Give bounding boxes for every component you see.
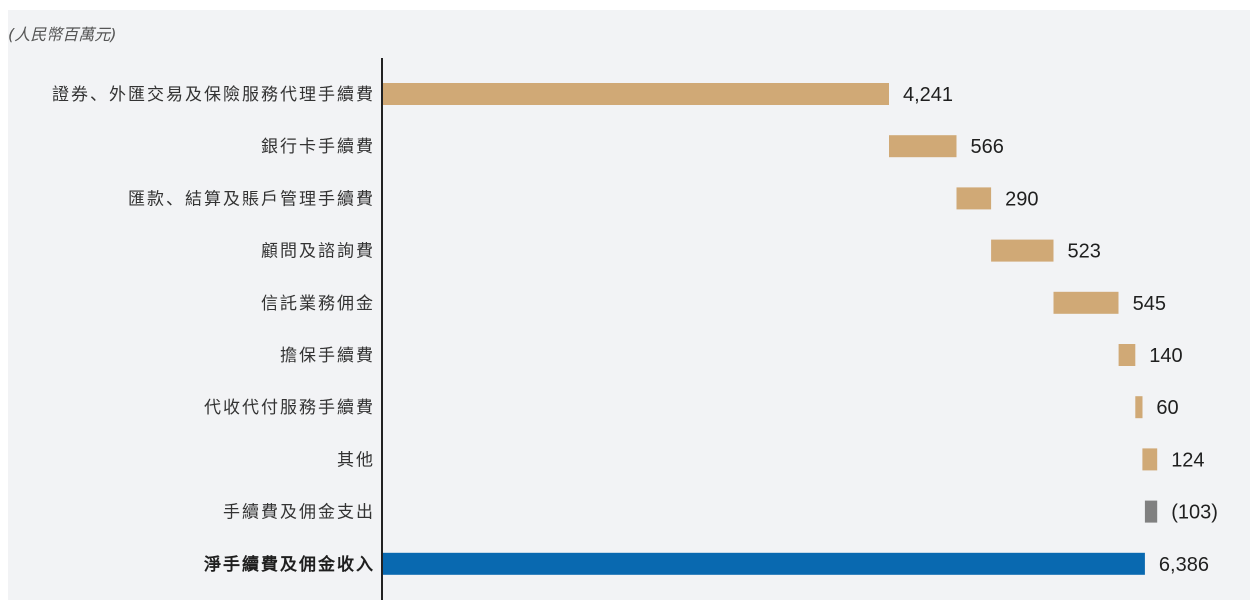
value-label: (103)	[1171, 502, 1218, 524]
category-label: 信託業務佣金	[261, 294, 375, 314]
category-label: 匯款、結算及賬戶管理手續費	[128, 189, 375, 209]
bar-increase	[383, 83, 889, 105]
category-label: 其他	[337, 450, 375, 470]
labels-layer: 證券、外匯交易及保險服務代理手續費 4,241 銀行卡手續費 566 匯款、結算及賬戶管…	[52, 84, 1218, 576]
value-label: 566	[971, 136, 1004, 158]
bar-decrease	[1144, 500, 1158, 523]
value-label: 60	[1156, 397, 1178, 419]
value-label: 124	[1171, 449, 1204, 471]
bar-total	[383, 552, 1145, 575]
category-label: 銀行卡手續費	[261, 137, 375, 157]
chart-canvas: (人民幣百萬元) 證券、外匯交易及保險服務代理手續費 4,241 銀行卡手續費 566…	[8, 25, 1218, 600]
bars-layer	[383, 83, 1158, 575]
category-label: 淨手續費及佣金收入	[204, 554, 375, 575]
value-label: 545	[1133, 293, 1166, 315]
bar-increase	[1135, 396, 1143, 419]
unit-note: (人民幣百萬元)	[8, 25, 117, 44]
category-label: 證券、外匯交易及保險服務代理手續費	[52, 85, 375, 105]
value-label: 140	[1149, 345, 1182, 367]
category-label: 顧問及諮詢費	[261, 242, 375, 262]
value-label: 6,386	[1159, 554, 1209, 576]
value-label: 523	[1068, 241, 1101, 263]
bar-increase	[889, 135, 957, 158]
bar-increase	[1053, 291, 1119, 314]
bar-increase	[956, 187, 992, 210]
bar-increase	[1142, 448, 1158, 471]
category-label: 代收代付服務手續費	[204, 398, 375, 418]
waterfall-chart: (人民幣百萬元) 證券、外匯交易及保險服務代理手續費 4,241 銀行卡手續費 566…	[8, 10, 1250, 600]
category-label: 手續費及佣金支出	[223, 503, 375, 523]
category-label: 擔保手續費	[280, 346, 375, 366]
bar-increase	[991, 239, 1054, 262]
value-label: 4,241	[903, 84, 953, 106]
value-label: 290	[1005, 188, 1038, 210]
bar-increase	[1118, 344, 1136, 366]
